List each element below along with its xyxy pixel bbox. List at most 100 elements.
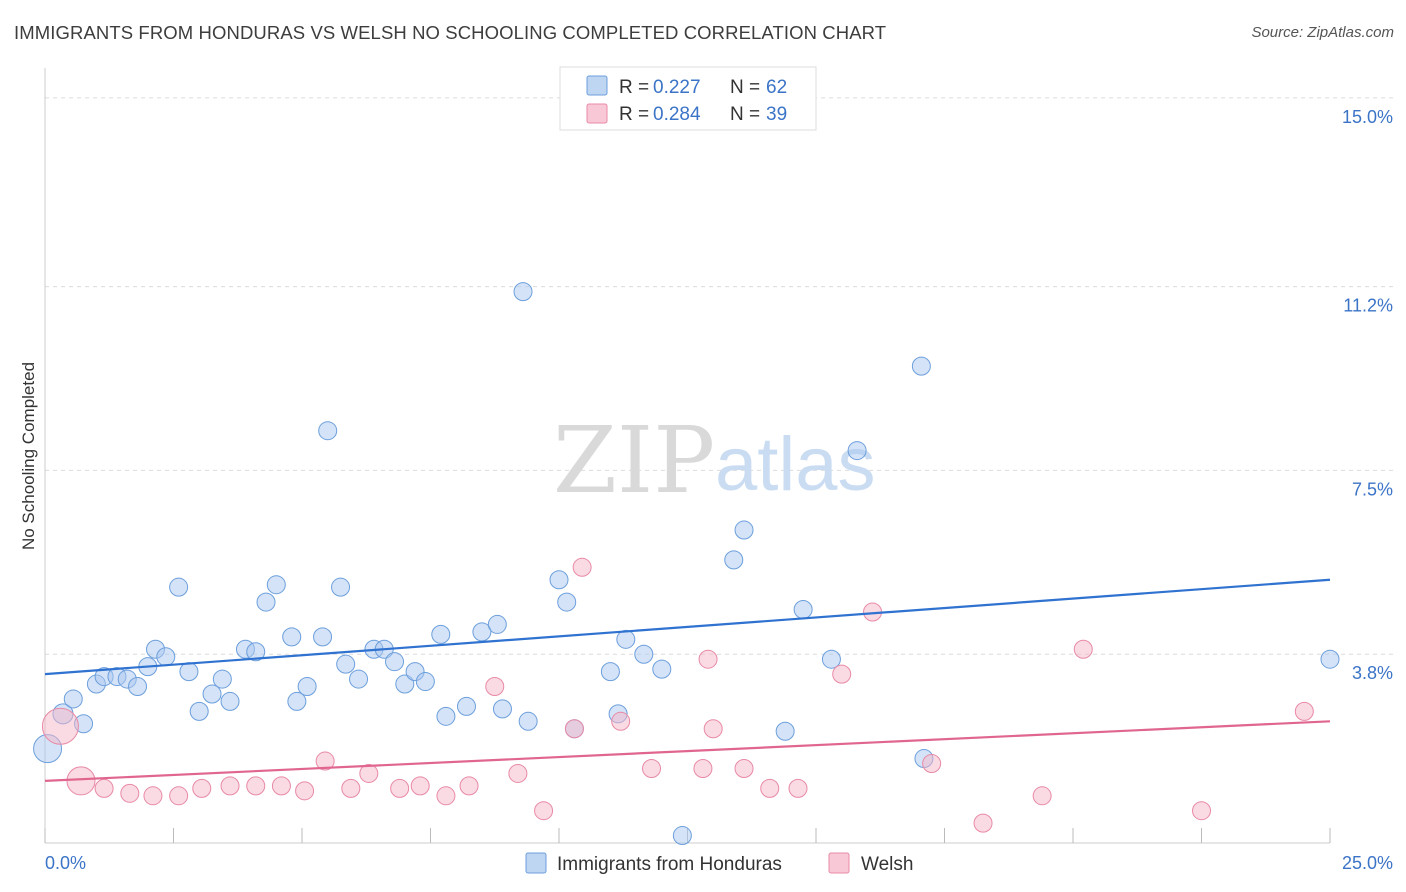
welsh-point <box>271 776 291 796</box>
y-tick-label: 15.0% <box>1342 107 1393 127</box>
legend-label-immigrants-from-honduras: Immigrants from Honduras <box>557 854 782 875</box>
welsh-point <box>1032 786 1052 806</box>
welsh-point <box>94 778 114 798</box>
welsh-point <box>410 776 430 796</box>
welsh-point <box>390 778 410 798</box>
honduras-point <box>349 669 369 689</box>
honduras-point <box>212 669 232 689</box>
trend-lines <box>44 578 1331 783</box>
y-tick-label: 3.8% <box>1352 663 1393 683</box>
honduras-point <box>672 826 692 846</box>
honduras-point <box>128 677 148 697</box>
honduras-point <box>557 592 577 612</box>
honduras-point <box>487 614 507 634</box>
legend-label-welsh: Welsh <box>861 854 913 875</box>
honduras-point <box>318 421 338 441</box>
legend-r-label-honduras: R = <box>619 77 649 98</box>
honduras-point <box>415 672 435 692</box>
honduras-point <box>600 662 620 682</box>
welsh-point <box>315 751 335 771</box>
legend-n-value-honduras: 62 <box>766 77 787 98</box>
honduras-point <box>1320 649 1340 669</box>
welsh-point <box>611 711 631 731</box>
welsh-point <box>922 754 942 774</box>
welsh-point <box>120 783 140 803</box>
watermark-atlas: atlas <box>715 422 876 507</box>
welsh-point <box>973 813 993 833</box>
honduras-point <box>202 684 222 704</box>
welsh-point <box>534 801 554 821</box>
honduras-point <box>331 577 351 597</box>
chart-title: IMMIGRANTS FROM HONDURAS VS WELSH NO SCH… <box>14 22 887 43</box>
gridlines <box>45 97 1393 655</box>
welsh-point <box>143 786 163 806</box>
welsh-trend-line <box>44 720 1331 783</box>
welsh-point <box>192 778 212 798</box>
legend-r-label-welsh: R = <box>619 104 649 125</box>
honduras-point <box>282 627 302 647</box>
honduras-point <box>246 642 266 662</box>
honduras-point <box>297 677 317 697</box>
watermark-zip: ZIP <box>553 407 715 514</box>
honduras-point <box>634 644 654 664</box>
welsh-point <box>41 707 79 745</box>
data-points <box>33 282 1340 846</box>
honduras-point <box>169 577 189 597</box>
welsh-point <box>485 677 505 697</box>
honduras-point <box>549 570 569 590</box>
honduras-point <box>63 689 83 709</box>
honduras-point <box>724 550 744 570</box>
legend-r-value-welsh: 0.284 <box>653 104 701 125</box>
welsh-point <box>703 719 723 739</box>
source-note: Source: ZipAtlas.com <box>1251 24 1394 41</box>
honduras-point <box>179 662 199 682</box>
honduras-point <box>395 674 415 694</box>
honduras-trend-line <box>44 578 1331 676</box>
welsh-point <box>760 778 780 798</box>
legend-n-label-honduras: N = <box>730 77 760 98</box>
watermark: ZIP atlas <box>553 407 876 514</box>
welsh-point <box>359 763 379 783</box>
legend-stats: R = 0.227 N = 62 R = 0.284 N = 39 <box>559 66 817 131</box>
honduras-point <box>472 622 492 642</box>
honduras-point <box>775 721 795 741</box>
legend-swatch-immigrants-from-honduras <box>525 852 547 874</box>
x-tick-label-end: 25.0% <box>1342 853 1393 873</box>
honduras-point <box>220 691 240 711</box>
legend-r-value-honduras: 0.227 <box>653 77 701 98</box>
legend-n-label-welsh: N = <box>730 104 760 125</box>
honduras-point <box>256 592 276 612</box>
legend-series: Immigrants from Honduras Welsh <box>525 852 913 875</box>
welsh-point <box>564 719 584 739</box>
welsh-point <box>246 776 266 796</box>
honduras-point <box>518 711 538 731</box>
welsh-point <box>1192 801 1211 821</box>
honduras-point <box>616 629 636 649</box>
welsh-point <box>459 776 479 796</box>
welsh-point <box>832 664 852 684</box>
honduras-point <box>734 520 754 540</box>
welsh-point <box>220 776 240 796</box>
welsh-point <box>508 763 528 783</box>
honduras-point <box>385 652 405 672</box>
honduras-point <box>431 624 451 644</box>
honduras-point <box>336 654 356 674</box>
honduras-point <box>156 647 176 667</box>
welsh-point <box>1073 639 1093 659</box>
y-tick-label: 11.2% <box>1343 296 1393 316</box>
welsh-point <box>295 781 315 801</box>
y-axis-title: No Schooling Completed <box>19 362 38 550</box>
y-tick-label: 7.5% <box>1352 479 1393 499</box>
legend-swatch-welsh <box>586 103 608 124</box>
honduras-point <box>313 627 333 647</box>
honduras-point <box>436 706 456 726</box>
honduras-point <box>821 649 841 669</box>
welsh-point <box>572 557 592 577</box>
honduras-point <box>911 356 931 376</box>
honduras-point <box>793 600 813 620</box>
tick-labels: 3.8% 7.5% 11.2% 15.0% 0.0% 25.0% <box>45 107 1393 873</box>
welsh-point <box>1294 701 1314 721</box>
welsh-point <box>169 786 189 806</box>
honduras-point <box>513 282 533 302</box>
